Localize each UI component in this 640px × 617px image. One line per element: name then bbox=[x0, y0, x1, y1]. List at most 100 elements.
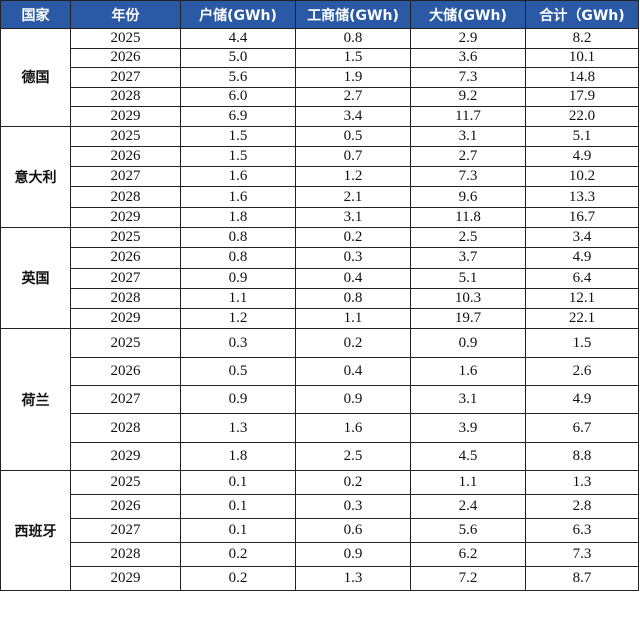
utility-cell: 3.1 bbox=[410, 125, 526, 147]
commercial-cell: 0.7 bbox=[295, 145, 411, 168]
utility-cell: 2.7 bbox=[410, 145, 526, 168]
table-row: 2027 0.9 0.9 3.1 4.9 bbox=[1, 385, 639, 415]
total-cell: 2.8 bbox=[525, 494, 639, 520]
table-row: 2026 5.0 1.5 3.6 10.1 bbox=[1, 47, 639, 68]
household-cell: 1.6 bbox=[180, 166, 296, 188]
household-cell: 0.8 bbox=[180, 247, 296, 269]
header-cell: 国家 bbox=[0, 0, 71, 29]
data-table: 国家 年份 户储(GWh) 工商储(GWh) 大储(GWh) 合计（GWh) 德国 2025… bbox=[0, 0, 639, 592]
year-cell: 2025 bbox=[70, 125, 181, 147]
total-cell: 8.8 bbox=[525, 441, 639, 471]
commercial-cell: 0.4 bbox=[295, 267, 411, 289]
household-cell: 4.4 bbox=[180, 28, 296, 49]
household-cell: 0.8 bbox=[180, 226, 296, 249]
year-cell: 2026 bbox=[70, 356, 181, 387]
household-cell: 1.5 bbox=[180, 125, 296, 147]
table-row: 英国 2025 0.8 0.2 2.5 3.4 bbox=[0, 226, 639, 330]
commercial-cell: 0.9 bbox=[295, 542, 411, 568]
year-cell: 2025 bbox=[70, 226, 181, 249]
commercial-cell: 0.3 bbox=[295, 494, 411, 520]
utility-cell: 11.8 bbox=[410, 206, 526, 228]
household-cell: 6.0 bbox=[180, 86, 296, 107]
year-cell: 2025 bbox=[70, 28, 181, 49]
country-cell: 英国 bbox=[0, 226, 71, 330]
household-cell: 5.6 bbox=[180, 67, 296, 88]
country-cell: 意大利 bbox=[0, 125, 71, 228]
year-cell: 2029 bbox=[70, 308, 181, 330]
country-cell: 荷兰 bbox=[0, 328, 71, 471]
commercial-cell: 2.7 bbox=[295, 86, 411, 107]
commercial-cell: 1.1 bbox=[295, 308, 411, 330]
table-row: 2026 1.5 0.7 2.7 4.9 bbox=[1, 145, 639, 168]
utility-cell: 2.4 bbox=[410, 494, 526, 520]
total-cell: 6.4 bbox=[525, 267, 639, 289]
total-cell: 14.8 bbox=[525, 67, 639, 88]
household-cell: 1.1 bbox=[180, 287, 296, 310]
year-cell: 2027 bbox=[70, 267, 181, 289]
table-row: 2027 1.6 1.2 7.3 10.2 bbox=[1, 166, 639, 188]
utility-cell: 2.5 bbox=[410, 226, 526, 249]
total-cell: 7.3 bbox=[525, 542, 639, 568]
total-cell: 8.2 bbox=[525, 28, 639, 49]
year-cell: 2028 bbox=[70, 542, 181, 568]
commercial-cell: 0.4 bbox=[295, 356, 411, 387]
year-cell: 2028 bbox=[70, 413, 181, 443]
utility-cell: 11.7 bbox=[410, 106, 526, 127]
commercial-cell: 0.2 bbox=[295, 328, 411, 358]
total-cell: 2.6 bbox=[525, 356, 639, 387]
household-cell: 1.6 bbox=[180, 186, 296, 208]
table-row: 2027 5.6 1.9 7.3 14.8 bbox=[1, 67, 639, 88]
total-cell: 4.9 bbox=[525, 145, 639, 168]
header-cell: 年份 bbox=[70, 0, 181, 29]
table-row: 2029 0.2 1.3 7.2 8.7 bbox=[1, 566, 639, 592]
table-row: 西班牙 2025 0.1 0.2 1.1 1.3 bbox=[0, 469, 639, 592]
total-cell: 22.1 bbox=[525, 308, 639, 330]
utility-cell: 0.9 bbox=[410, 328, 526, 358]
utility-cell: 10.3 bbox=[410, 287, 526, 310]
year-cell: 2025 bbox=[70, 328, 181, 358]
year-cell: 2029 bbox=[70, 441, 181, 471]
commercial-cell: 3.1 bbox=[295, 206, 411, 228]
year-cell: 2026 bbox=[70, 145, 181, 168]
table-row: 2029 1.8 2.5 4.5 8.8 bbox=[1, 441, 639, 471]
total-cell: 5.1 bbox=[525, 125, 639, 147]
commercial-cell: 1.6 bbox=[295, 413, 411, 443]
household-cell: 1.3 bbox=[180, 413, 296, 443]
country-cell: 西班牙 bbox=[0, 469, 71, 592]
total-cell: 12.1 bbox=[525, 287, 639, 310]
table-row: 2026 0.5 0.4 1.6 2.6 bbox=[1, 356, 639, 387]
year-cell: 2025 bbox=[70, 469, 181, 496]
commercial-cell: 1.2 bbox=[295, 166, 411, 188]
utility-cell: 4.5 bbox=[410, 441, 526, 471]
utility-cell: 5.1 bbox=[410, 267, 526, 289]
table-row: 2029 1.2 1.1 19.7 22.1 bbox=[1, 308, 639, 330]
year-cell: 2027 bbox=[70, 166, 181, 188]
household-cell: 1.8 bbox=[180, 441, 296, 471]
utility-cell: 1.6 bbox=[410, 356, 526, 387]
total-cell: 10.2 bbox=[525, 166, 639, 188]
year-cell: 2029 bbox=[70, 566, 181, 592]
household-cell: 0.3 bbox=[180, 328, 296, 358]
year-cell: 2027 bbox=[70, 385, 181, 415]
household-cell: 6.9 bbox=[180, 106, 296, 127]
household-cell: 5.0 bbox=[180, 47, 296, 68]
table-row: 2028 6.0 2.7 9.2 17.9 bbox=[1, 86, 639, 107]
household-cell: 0.2 bbox=[180, 566, 296, 592]
household-cell: 0.5 bbox=[180, 356, 296, 387]
total-cell: 8.7 bbox=[525, 566, 639, 592]
header-cell: 工商储(GWh) bbox=[295, 0, 411, 29]
year-cell: 2029 bbox=[70, 206, 181, 228]
utility-cell: 2.9 bbox=[410, 28, 526, 49]
table-row: 2026 0.1 0.3 2.4 2.8 bbox=[1, 494, 639, 520]
commercial-cell: 2.5 bbox=[295, 441, 411, 471]
utility-cell: 9.6 bbox=[410, 186, 526, 208]
commercial-cell: 3.4 bbox=[295, 106, 411, 127]
utility-cell: 5.6 bbox=[410, 518, 526, 544]
table-row: 2027 0.9 0.4 5.1 6.4 bbox=[1, 267, 639, 289]
table-row: 德国 2025 4.4 0.8 2.9 8.2 bbox=[0, 28, 639, 127]
table-row: 2026 0.8 0.3 3.7 4.9 bbox=[1, 247, 639, 269]
utility-cell: 7.3 bbox=[410, 67, 526, 88]
header-cell: 大储(GWh) bbox=[410, 0, 526, 29]
year-cell: 2026 bbox=[70, 494, 181, 520]
commercial-cell: 0.2 bbox=[295, 469, 411, 496]
